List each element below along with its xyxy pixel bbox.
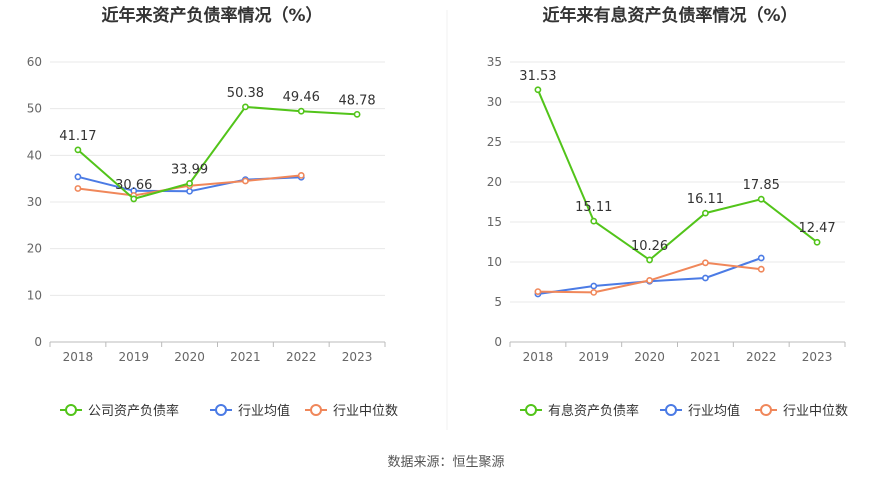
legend-label: 行业均值	[238, 403, 290, 419]
y-tick-label: 20	[487, 175, 502, 189]
y-tick-label: 25	[487, 135, 502, 149]
data-point	[74, 146, 82, 154]
data-label: 31.53	[519, 69, 556, 84]
legend-item: 有息资产负债率	[520, 403, 639, 419]
data-point	[757, 254, 765, 262]
data-label: 30.66	[115, 178, 152, 193]
y-tick-label: 10	[27, 288, 42, 302]
data-label: 33.99	[171, 162, 208, 177]
y-tick-label: 60	[27, 55, 42, 69]
legend-label: 行业均值	[688, 403, 740, 419]
y-tick-label: 10	[487, 255, 502, 269]
data-point	[702, 274, 709, 282]
data-point	[130, 195, 138, 203]
x-tick-label: 2021	[690, 350, 721, 364]
data-point	[590, 288, 598, 296]
data-point	[590, 282, 598, 290]
data-label: 49.46	[283, 90, 320, 105]
legend-marker	[215, 404, 227, 416]
data-label: 41.17	[59, 129, 96, 144]
y-tick-label: 35	[487, 55, 502, 69]
data-point	[353, 110, 361, 118]
data-point	[74, 173, 82, 181]
legend-label: 公司资产负债率	[88, 403, 179, 419]
x-tick-label: 2022	[286, 350, 317, 364]
data-point	[813, 238, 821, 246]
chart-title: 近年来有息资产负债率情况（%）	[542, 5, 797, 26]
data-label: 15.11	[575, 200, 612, 215]
x-tick-label: 2021	[230, 350, 261, 364]
x-tick-label: 2019	[118, 350, 149, 364]
data-point	[242, 103, 249, 111]
data-point	[186, 179, 193, 187]
y-tick-label: 5	[494, 295, 502, 309]
data-point	[186, 187, 193, 195]
chart-interest-bearing-debt-ratio: 近年来有息资产负债率情况（%） 0 5 10 15 20 25 30 35 2018 2019 202…	[487, 5, 848, 419]
y-tick-label: 15	[487, 215, 502, 229]
y-tick-label: 50	[27, 102, 42, 116]
data-label: 17.85	[743, 178, 780, 193]
y-tick-label: 20	[27, 242, 42, 256]
y-tick-label: 30	[27, 195, 42, 209]
data-point	[534, 288, 542, 295]
y-tick-label: 30	[487, 95, 502, 109]
data-point	[74, 185, 82, 192]
source-note: 数据来源：恒生聚源	[387, 455, 504, 470]
legend-marker	[65, 404, 77, 416]
data-point	[297, 171, 305, 179]
data-label: 10.26	[631, 239, 668, 254]
data-point	[646, 276, 653, 284]
chart-debt-ratio: 近年来资产负债率情况（%） 0 10 20 30 40 50 60 2018 2019 2020 20…	[27, 5, 398, 419]
legend-label: 有息资产负债率	[548, 403, 639, 419]
data-label: 50.38	[227, 86, 264, 101]
x-tick-label: 2020	[634, 350, 665, 364]
data-label: 48.78	[338, 93, 375, 108]
x-tick-label: 2018	[523, 350, 554, 364]
series-line	[537, 257, 762, 295]
series-line	[77, 105, 358, 201]
data-point	[757, 195, 765, 203]
legend-item: 行业中位数	[755, 404, 848, 419]
data-point	[702, 209, 709, 217]
series-line	[536, 89, 818, 262]
legend-marker	[665, 404, 677, 416]
legend-label: 行业中位数	[333, 404, 398, 419]
y-tick-label: 0	[494, 335, 502, 349]
data-label: 12.47	[798, 221, 835, 236]
y-tick-label: 0	[34, 335, 42, 349]
legend-item: 行业均值	[660, 403, 740, 419]
data-point	[242, 177, 249, 185]
legend-item: 公司资产负债率	[60, 403, 179, 419]
legend-item: 行业均值	[210, 403, 290, 419]
chart-title: 近年来资产负债率情况（%）	[101, 5, 322, 26]
data-label: 16.11	[687, 192, 724, 207]
x-tick-label: 2022	[746, 350, 777, 364]
legend-marker	[310, 404, 322, 416]
y-tick-label: 40	[27, 148, 42, 162]
data-point	[702, 259, 709, 267]
x-tick-label: 2019	[578, 350, 609, 364]
x-tick-label: 2020	[174, 350, 205, 364]
legend-marker	[525, 404, 537, 416]
data-point	[297, 107, 305, 115]
x-tick-label: 2018	[63, 350, 94, 364]
legend-item: 行业中位数	[305, 404, 398, 419]
data-point	[757, 265, 765, 273]
x-tick-label: 2023	[802, 350, 833, 364]
legend-marker	[760, 404, 772, 416]
data-point	[646, 256, 653, 264]
data-point	[534, 86, 542, 94]
legend-label: 行业中位数	[783, 404, 848, 419]
x-tick-label: 2023	[342, 350, 373, 364]
data-point	[590, 217, 598, 225]
